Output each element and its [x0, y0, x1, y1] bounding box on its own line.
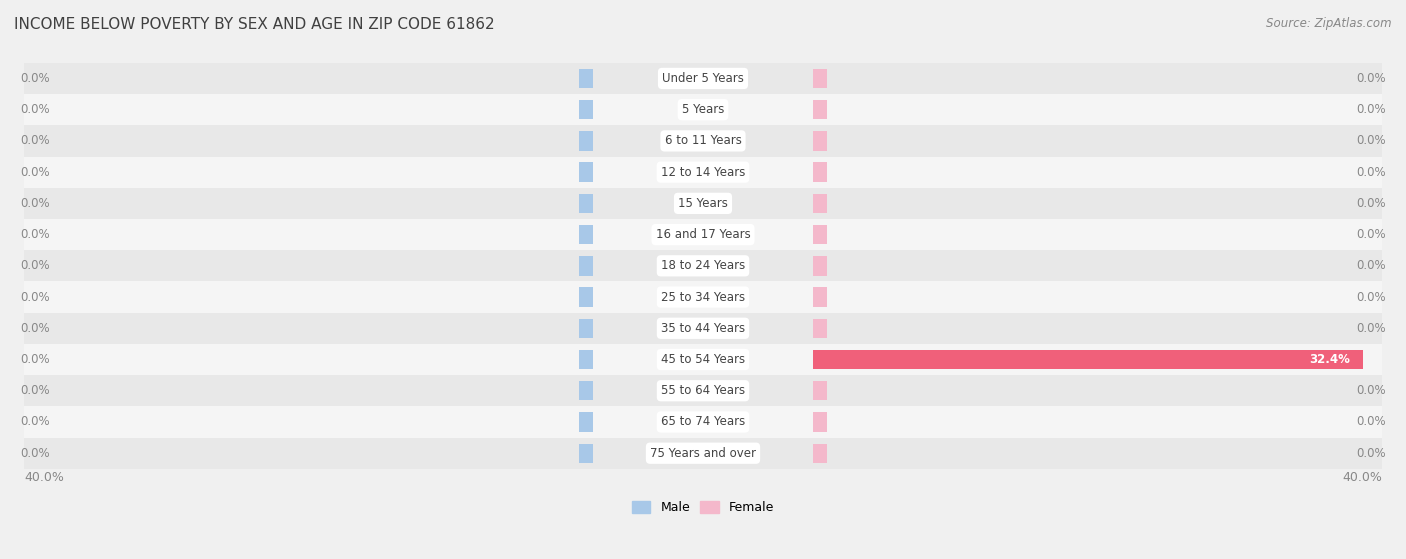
Bar: [813, 413, 827, 432]
Text: INCOME BELOW POVERTY BY SEX AND AGE IN ZIP CODE 61862: INCOME BELOW POVERTY BY SEX AND AGE IN Z…: [14, 17, 495, 32]
Text: 0.0%: 0.0%: [1357, 415, 1386, 428]
Text: 0.0%: 0.0%: [1357, 322, 1386, 335]
Bar: [24, 63, 1382, 94]
Text: 0.0%: 0.0%: [20, 134, 49, 148]
Bar: [24, 312, 1382, 344]
Text: 40.0%: 40.0%: [24, 471, 65, 484]
Bar: [813, 350, 1364, 369]
Bar: [813, 256, 827, 276]
Text: 0.0%: 0.0%: [1357, 134, 1386, 148]
Text: 15 Years: 15 Years: [678, 197, 728, 210]
Text: 16 and 17 Years: 16 and 17 Years: [655, 228, 751, 241]
Bar: [24, 406, 1382, 438]
Text: 75 Years and over: 75 Years and over: [650, 447, 756, 459]
Text: 0.0%: 0.0%: [20, 322, 49, 335]
Bar: [813, 225, 827, 244]
Bar: [813, 287, 827, 307]
Text: 0.0%: 0.0%: [20, 197, 49, 210]
Bar: [579, 163, 593, 182]
Bar: [813, 100, 827, 120]
Text: 0.0%: 0.0%: [1357, 197, 1386, 210]
Text: 0.0%: 0.0%: [20, 447, 49, 459]
Text: 18 to 24 Years: 18 to 24 Years: [661, 259, 745, 272]
Text: 0.0%: 0.0%: [1357, 228, 1386, 241]
Bar: [24, 94, 1382, 125]
Text: 0.0%: 0.0%: [20, 72, 49, 85]
Text: 0.0%: 0.0%: [20, 353, 49, 366]
Bar: [24, 157, 1382, 188]
Bar: [579, 319, 593, 338]
Bar: [579, 225, 593, 244]
Text: 0.0%: 0.0%: [1357, 103, 1386, 116]
Bar: [24, 188, 1382, 219]
Bar: [579, 193, 593, 213]
Bar: [24, 219, 1382, 250]
Legend: Male, Female: Male, Female: [627, 496, 779, 519]
Bar: [24, 344, 1382, 375]
Bar: [24, 281, 1382, 312]
Bar: [24, 375, 1382, 406]
Bar: [579, 413, 593, 432]
Text: Source: ZipAtlas.com: Source: ZipAtlas.com: [1267, 17, 1392, 30]
Text: Under 5 Years: Under 5 Years: [662, 72, 744, 85]
Bar: [579, 287, 593, 307]
Text: 0.0%: 0.0%: [1357, 384, 1386, 397]
Bar: [24, 125, 1382, 157]
Bar: [579, 131, 593, 150]
Text: 32.4%: 32.4%: [1309, 353, 1350, 366]
Text: 0.0%: 0.0%: [20, 259, 49, 272]
Text: 6 to 11 Years: 6 to 11 Years: [665, 134, 741, 148]
Bar: [813, 193, 827, 213]
Text: 0.0%: 0.0%: [1357, 165, 1386, 179]
Bar: [24, 250, 1382, 281]
Text: 40.0%: 40.0%: [1341, 471, 1382, 484]
Text: 45 to 54 Years: 45 to 54 Years: [661, 353, 745, 366]
Bar: [579, 350, 593, 369]
Text: 0.0%: 0.0%: [20, 103, 49, 116]
Text: 0.0%: 0.0%: [20, 384, 49, 397]
Bar: [24, 438, 1382, 469]
Bar: [813, 69, 827, 88]
Bar: [579, 69, 593, 88]
Bar: [579, 381, 593, 400]
Text: 0.0%: 0.0%: [1357, 291, 1386, 304]
Text: 35 to 44 Years: 35 to 44 Years: [661, 322, 745, 335]
Text: 0.0%: 0.0%: [20, 228, 49, 241]
Bar: [813, 443, 827, 463]
Bar: [813, 131, 827, 150]
Text: 5 Years: 5 Years: [682, 103, 724, 116]
Bar: [813, 319, 827, 338]
Text: 65 to 74 Years: 65 to 74 Years: [661, 415, 745, 428]
Text: 0.0%: 0.0%: [1357, 447, 1386, 459]
Text: 0.0%: 0.0%: [1357, 259, 1386, 272]
Text: 0.0%: 0.0%: [20, 165, 49, 179]
Text: 55 to 64 Years: 55 to 64 Years: [661, 384, 745, 397]
Bar: [579, 256, 593, 276]
Bar: [813, 163, 827, 182]
Text: 25 to 34 Years: 25 to 34 Years: [661, 291, 745, 304]
Bar: [579, 100, 593, 120]
Text: 0.0%: 0.0%: [20, 415, 49, 428]
Text: 0.0%: 0.0%: [1357, 72, 1386, 85]
Bar: [813, 381, 827, 400]
Text: 0.0%: 0.0%: [20, 291, 49, 304]
Bar: [579, 443, 593, 463]
Text: 12 to 14 Years: 12 to 14 Years: [661, 165, 745, 179]
